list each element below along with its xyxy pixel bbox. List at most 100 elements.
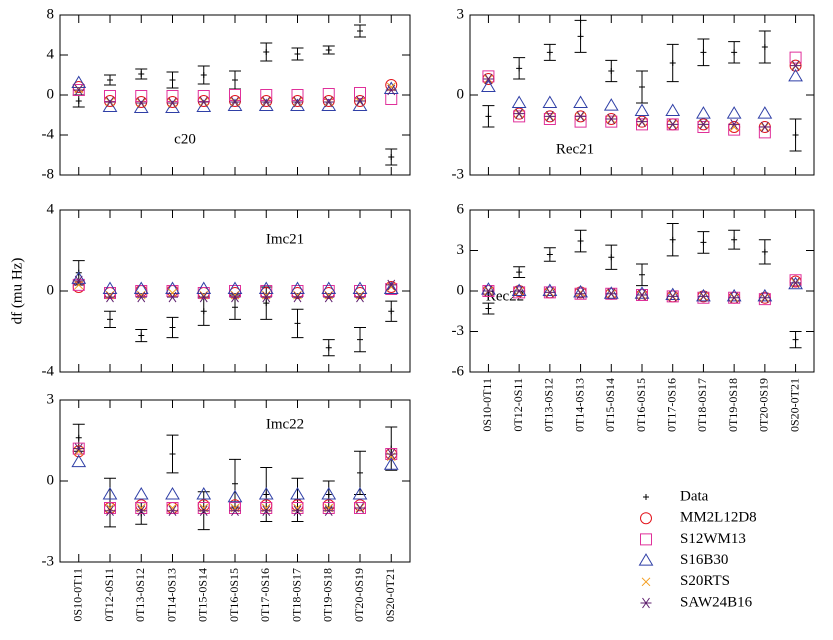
data-point [726,288,742,302]
data-point [73,275,85,287]
data-point [71,75,87,88]
data-point [544,287,556,298]
data-point [258,281,274,294]
data-point [728,119,740,130]
x-tick-label: 0S20-0T21 [787,378,801,432]
data-point [669,236,676,243]
data-point [728,292,740,304]
data-point [291,502,304,514]
data-point [166,285,179,297]
data-point [258,487,274,500]
data-point [263,49,270,55]
data-point [75,434,82,441]
data-point [575,288,587,299]
data-point [133,281,149,294]
data-point [73,443,85,454]
y-axis-label: df (mu Hz) [9,258,25,325]
data-point [385,84,397,96]
data-point [354,502,366,514]
y-tick-label: 4 [47,201,55,217]
data-point [665,103,681,116]
data-point [696,288,711,302]
data-point [229,291,241,303]
data-point [513,108,525,119]
data-point [485,305,492,312]
y-tick-label: -3 [452,166,465,182]
data-point [325,344,332,351]
x-tick-label: 0T18-0S17 [289,568,303,622]
data-point [790,60,802,71]
panel-title: Imc22 [266,416,304,432]
data-point [731,236,738,243]
data-point [263,491,270,498]
data-point [135,97,147,109]
data-point [135,502,148,514]
data-point [75,98,82,104]
data-point [639,84,645,90]
x-tick-label: 0T12-0S11 [511,378,525,432]
data-point [138,71,145,77]
data-point [104,505,116,516]
data-point [261,290,271,300]
data-point [383,281,399,294]
data-point [577,33,584,40]
x-tick-label: 0T13-0S12 [542,378,556,432]
data-point [482,70,495,83]
data-point [260,96,272,108]
data-point [667,291,679,302]
data-point [383,457,399,470]
data-point [290,281,305,294]
data-point [323,291,335,303]
legend-marker [640,533,652,546]
data-point [229,96,241,108]
data-point [260,502,273,514]
data-point [135,505,147,516]
data-point [759,121,771,133]
data-point [546,49,553,56]
legend-label: S20RTS [680,573,730,589]
data-point [731,49,738,56]
data-point [165,487,180,500]
data-point [167,505,178,516]
data-point [136,290,146,300]
data-point [72,278,85,291]
data-point [543,113,556,125]
x-tick-label: 0T12-0S11 [102,568,116,622]
data-point [294,320,301,327]
data-point [74,280,84,290]
data-point [546,251,553,258]
data-point [790,277,802,289]
data-point [636,116,648,127]
data-point [388,154,395,160]
data-point [105,290,115,300]
x-tick-label: 0S20-0T21 [383,568,397,622]
data-point [321,487,337,500]
data-point [513,285,525,297]
data-point [357,28,363,34]
y-tick-label: 0 [457,282,465,298]
data-point [168,288,177,298]
data-point [354,499,366,512]
data-point [700,239,707,246]
legend-marker [640,597,652,609]
data-point [102,487,118,500]
data-point [665,287,681,301]
data-point [200,72,207,78]
y-tick-label: 3 [47,391,55,407]
data-point [294,51,301,57]
y-tick-label: -6 [452,363,465,379]
data-point [482,285,494,297]
data-point [71,454,87,468]
x-tick-label: 0T18-0S17 [695,378,709,432]
data-point [757,288,773,302]
data-point [324,290,334,300]
data-point [789,51,802,64]
data-point [196,281,212,294]
data-point [200,308,207,315]
data-point [169,324,176,331]
data-point [199,290,209,300]
data-point [232,77,238,83]
data-point [292,291,303,303]
x-tick-label: 0T17-0S16 [664,378,678,432]
y-tick-label: 0 [47,86,55,102]
